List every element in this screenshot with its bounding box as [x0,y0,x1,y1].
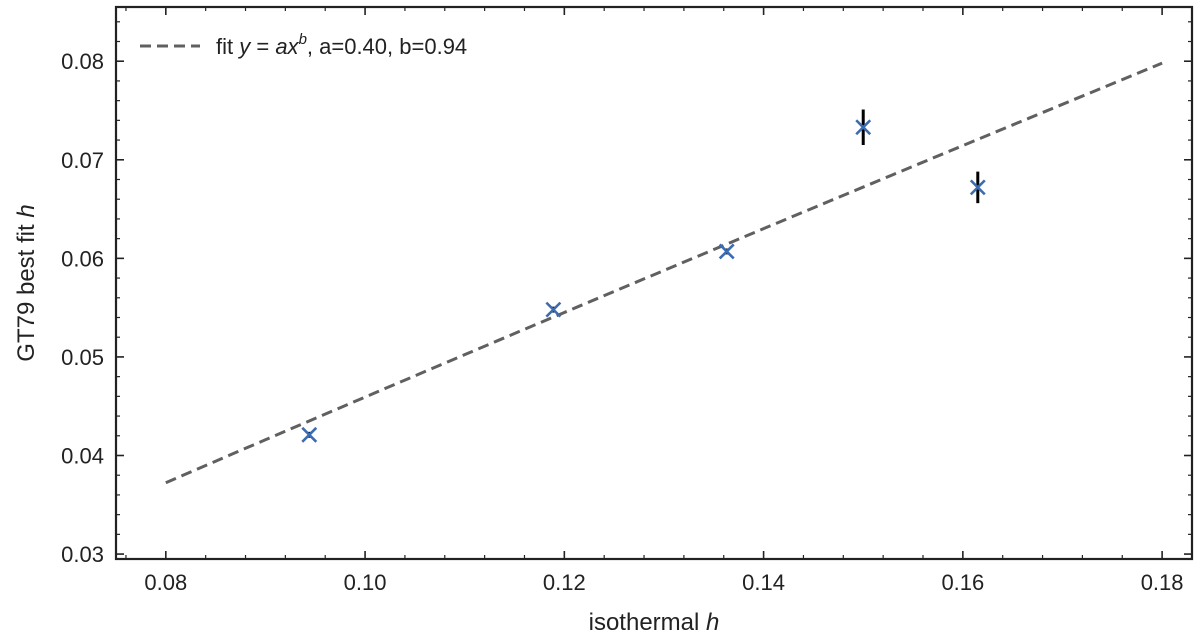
minor-ticks [116,7,1192,559]
y-tick-label: 0.08 [61,49,104,74]
x-marker-stroke [301,426,318,443]
x-marker-stroke [855,119,872,136]
data-point [718,243,735,260]
legend-suffix: , a=0.40, b=0.94 [307,34,467,59]
legend-equation-ax: ax [275,34,299,59]
x-axis-label-var: h [706,609,719,636]
plot-area [114,5,1194,561]
y-axis-label-text: GT79 best fit [13,224,40,362]
x-tick-label: 0.10 [344,570,387,595]
tick-labels: 0.08 0.10 0.12 0.14 0.16 0.18 0.03 0.04 0.05 0.06… [61,49,1183,595]
x-tick-label: 0.12 [543,570,586,595]
data-point [545,301,562,318]
y-tick-label: 0.03 [61,542,104,567]
legend-equation-y: y [237,34,252,59]
x-marker-stroke [969,179,986,196]
legend-fit-label: fit y = axb, a=0.40, b=0.94 [216,31,467,59]
y-tick-label: 0.06 [61,246,104,271]
x-marker-stroke [545,301,562,318]
data-point [969,171,986,204]
y-tick-label: 0.07 [61,148,104,173]
x-tick-label: 0.16 [941,570,984,595]
y-tick-label: 0.05 [61,345,104,370]
legend-equation-eq: = [250,34,275,59]
data-point [301,426,318,443]
x-axis-label: isothermal h [589,609,720,636]
major-ticks [116,7,1192,559]
legend: fit y = axb, a=0.40, b=0.94 [140,31,467,59]
legend-prefix: fit [216,34,239,59]
legend-equation-exponent: b [299,31,307,48]
x-tick-label: 0.08 [144,570,187,595]
x-axis-label-text: isothermal [589,609,700,636]
data-points [301,109,986,443]
y-axis-label-var: h [13,204,40,217]
x-tick-label: 0.14 [742,570,785,595]
fit-line [165,61,1163,485]
data-point [855,109,872,145]
y-tick-label: 0.04 [61,444,104,469]
x-marker-stroke [718,243,735,260]
x-tick-label: 0.18 [1141,570,1184,595]
y-axis-label: GT79 best fit h [13,204,40,361]
